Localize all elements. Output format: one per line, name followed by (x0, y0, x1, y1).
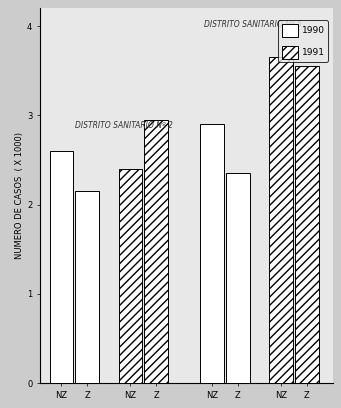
Legend: 1990, 1991: 1990, 1991 (278, 20, 328, 62)
Bar (119, 169, 142, 383)
Text: DISTRITO SANITARIO Nº 5: DISTRITO SANITARIO Nº 5 (204, 20, 302, 29)
Y-axis label: NUMERO DE CASOS  ( X 1000): NUMERO DE CASOS ( X 1000) (15, 132, 24, 259)
Bar (269, 58, 293, 383)
Bar (295, 67, 319, 383)
Bar (50, 151, 73, 383)
Bar (226, 173, 250, 383)
Text: DISTRITO SANITARIO Nº 2: DISTRITO SANITARIO Nº 2 (75, 121, 173, 130)
Bar (75, 191, 99, 383)
Bar (144, 120, 168, 383)
Bar (200, 124, 224, 383)
